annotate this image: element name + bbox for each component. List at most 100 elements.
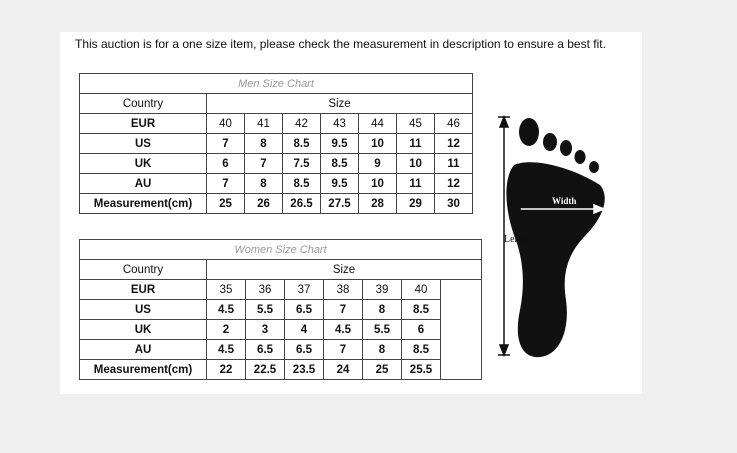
size-cell: 11: [396, 173, 435, 194]
size-cell: 40: [401, 279, 441, 300]
row-label-text: Measurement(cm): [93, 363, 193, 376]
size-cell: 7: [244, 153, 283, 174]
size-cell: 45: [396, 113, 435, 134]
size-cell: 11: [396, 133, 435, 154]
empty-cell: [440, 299, 482, 320]
width-label: Width: [552, 196, 576, 206]
row-label: EUR: [79, 113, 207, 134]
size-cell: 4.5: [323, 319, 363, 340]
row-label: UK: [79, 319, 207, 340]
row-label: AU: [79, 339, 207, 360]
size-cell: 30: [434, 193, 473, 214]
size-cell: 9.5: [320, 133, 359, 154]
size-cell: 9: [358, 153, 397, 174]
size-cell: 10: [358, 133, 397, 154]
size-cell: 8: [362, 339, 402, 360]
size-cell: 7: [323, 339, 363, 360]
table-row: UK 6 7 7.5 8.5 9 10 11: [79, 153, 473, 174]
table-row: Measurement(cm) 25 26 26.5 27.5 28 29 30: [79, 193, 473, 214]
size-cell: 2: [206, 319, 246, 340]
size-cell: 7.5: [282, 153, 321, 174]
size-cell: 9.5: [320, 173, 359, 194]
row-label-text: EUR: [130, 283, 156, 296]
size-cell: 7: [323, 299, 363, 320]
empty-cell: [440, 279, 482, 300]
country-header: Country: [79, 93, 207, 114]
row-label-text: AU: [134, 177, 152, 190]
size-cell: 4.5: [206, 299, 246, 320]
empty-cell: [440, 319, 482, 340]
empty-cell: [440, 339, 482, 360]
size-cell: 35: [206, 279, 246, 300]
empty-cell: [440, 359, 482, 380]
table-row: AU 7 8 8.5 9.5 10 11 12: [79, 173, 473, 194]
table-row: UK 2 3 4 4.5 5.5 6: [79, 319, 482, 340]
size-cell: 7: [206, 133, 245, 154]
size-cell: 8: [362, 299, 402, 320]
size-cell: 40: [206, 113, 245, 134]
size-header: Size: [206, 259, 482, 280]
size-cell: 4: [284, 319, 324, 340]
foot-measurement-diagram: Length Width: [498, 114, 607, 358]
size-header: Size: [206, 93, 473, 114]
women-chart-title: Women Size Chart: [79, 239, 482, 260]
row-label: Measurement(cm): [79, 193, 207, 214]
row-label-text: UK: [134, 157, 152, 170]
size-cell: 4.5: [206, 339, 246, 360]
women-size-chart: Women Size Chart Country Size EUR 35 36 37 38…: [79, 239, 482, 380]
size-cell: 5.5: [245, 299, 285, 320]
size-cell: 22.5: [245, 359, 285, 380]
table-row: EUR 35 36 37 38 39 40: [79, 279, 482, 300]
size-cell: 6.5: [245, 339, 285, 360]
size-cell: 23.5: [284, 359, 324, 380]
table-row: EUR 40 41 42 43 44 45 46: [79, 113, 473, 134]
row-label-text: US: [135, 137, 151, 150]
size-cell: 8.5: [282, 133, 321, 154]
size-cell: 8: [244, 133, 283, 154]
size-cell: 5.5: [362, 319, 402, 340]
size-cell: 38: [323, 279, 363, 300]
size-cell: 37: [284, 279, 324, 300]
men-size-chart: Men Size Chart Country Size EUR 40 41 42 43 44…: [79, 73, 473, 214]
size-cell: 44: [358, 113, 397, 134]
row-label: EUR: [79, 279, 207, 300]
size-cell: 10: [396, 153, 435, 174]
size-cell: 6.5: [284, 339, 324, 360]
size-cell: 36: [245, 279, 285, 300]
length-arrow-icon: [498, 114, 510, 358]
length-label: Length: [504, 234, 532, 245]
size-cell: 41: [244, 113, 283, 134]
size-cell: 8.5: [320, 153, 359, 174]
table-row: Measurement(cm) 22 22.5 23.5 24 25 25.5: [79, 359, 482, 380]
country-header: Country: [79, 259, 207, 280]
size-cell: 6: [206, 153, 245, 174]
size-cell: 8.5: [401, 299, 441, 320]
foot-silhouette-icon: [506, 118, 605, 358]
size-cell: 26.5: [282, 193, 321, 214]
size-cell: 25.5: [401, 359, 441, 380]
size-cell: 6.5: [284, 299, 324, 320]
size-cell: 39: [362, 279, 402, 300]
size-cell: 26: [244, 193, 283, 214]
size-cell: 29: [396, 193, 435, 214]
size-cell: 25: [362, 359, 402, 380]
size-cell: 25: [206, 193, 245, 214]
width-arrow-icon: [507, 203, 607, 215]
size-cell: 10: [358, 173, 397, 194]
size-cell: 11: [434, 153, 473, 174]
table-row: US 7 8 8.5 9.5 10 11 12: [79, 133, 473, 154]
size-cell: 46: [434, 113, 473, 134]
row-label: US: [79, 133, 207, 154]
size-cell: 8.5: [282, 173, 321, 194]
men-chart-title: Men Size Chart: [79, 73, 473, 94]
size-cell: 8: [244, 173, 283, 194]
size-cell: 24: [323, 359, 363, 380]
size-cell: 12: [434, 133, 473, 154]
row-label-text: Measurement(cm): [93, 197, 193, 210]
table-row: AU 4.5 6.5 6.5 7 8 8.5: [79, 339, 482, 360]
row-label: Measurement(cm): [79, 359, 207, 380]
size-cell: 42: [282, 113, 321, 134]
size-cell: 27.5: [320, 193, 359, 214]
row-label: AU: [79, 173, 207, 194]
size-cell: 22: [206, 359, 246, 380]
